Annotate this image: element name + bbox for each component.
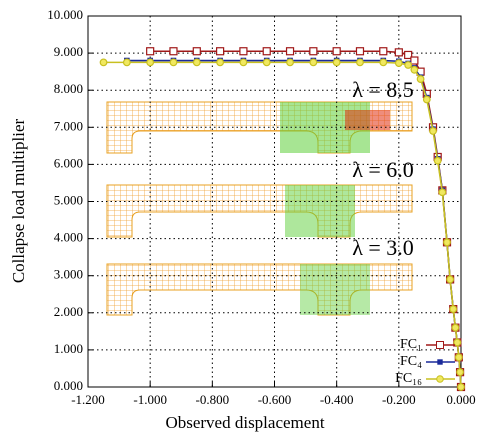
point [332,58,341,67]
point [309,58,318,67]
point [239,47,248,56]
point [410,56,419,65]
y-tick-label: 0.000 [54,378,83,393]
point [394,48,403,57]
mesh-stress [285,185,355,237]
point [192,58,201,67]
point [216,58,225,67]
point [285,47,295,56]
annotation: λ = 8.5 [352,77,414,102]
point [146,58,155,67]
point [216,47,225,56]
point [122,58,131,67]
point [443,238,451,247]
point [355,47,365,56]
y-tick-label: 4.000 [54,230,83,245]
legend-marker [436,375,444,383]
point [416,75,425,83]
point [379,58,388,67]
y-axis-title: Collapse load multiplier [9,119,28,284]
point [454,353,463,362]
point [379,47,388,56]
point [99,58,108,67]
y-tick-label: 7.000 [54,118,83,133]
point [262,58,271,67]
y-tick-label: 6.000 [54,155,83,170]
point [404,61,413,69]
point [410,65,419,74]
x-axis-title: Observed displacement [165,413,324,432]
point [451,323,460,332]
point [262,47,271,56]
point [453,338,462,347]
point [422,95,431,104]
point [394,59,403,68]
y-tick-label: 9.000 [54,44,83,59]
y-tick-label: 2.000 [54,304,83,319]
annotation: λ = 3.0 [352,235,414,260]
y-tick-label: 8.000 [54,81,83,96]
y-tick-label: 10.000 [47,7,83,22]
annotation: λ = 6.0 [352,157,414,182]
point [446,275,455,284]
point [456,368,464,377]
x-tick-label: -1.000 [133,392,167,407]
x-tick-label: -0.400 [320,392,354,407]
legend-label: FC₁₆ [395,371,422,386]
y-tick-label: 1.000 [54,341,83,356]
legend-label: FC₄ [400,354,422,369]
legend-marker [436,341,444,349]
x-tick-label: -0.200 [382,392,416,407]
y-tick-label: 3.000 [54,267,83,282]
point [433,156,442,165]
x-tick-label: -0.600 [258,392,292,407]
x-tick-label: 0.000 [446,392,475,407]
y-tick-label: 5.000 [54,192,83,207]
point [404,50,413,60]
legend-label: FC₁ [400,337,422,352]
point [146,47,155,56]
mesh [106,263,413,316]
point [239,58,248,67]
point [286,58,294,67]
point [192,47,201,56]
mesh [106,184,413,238]
mesh-images [106,101,413,316]
point [438,188,447,197]
point [309,47,318,56]
mesh-stress [300,264,370,315]
point [429,127,437,135]
point [356,58,364,67]
point [449,305,458,313]
point [169,47,178,56]
point [169,58,178,67]
point [457,383,465,391]
point [332,47,341,56]
mesh-stress [345,110,390,130]
x-tick-label: -1.200 [71,392,105,407]
x-tick-label: -0.800 [196,392,230,407]
legend-marker [437,359,443,365]
